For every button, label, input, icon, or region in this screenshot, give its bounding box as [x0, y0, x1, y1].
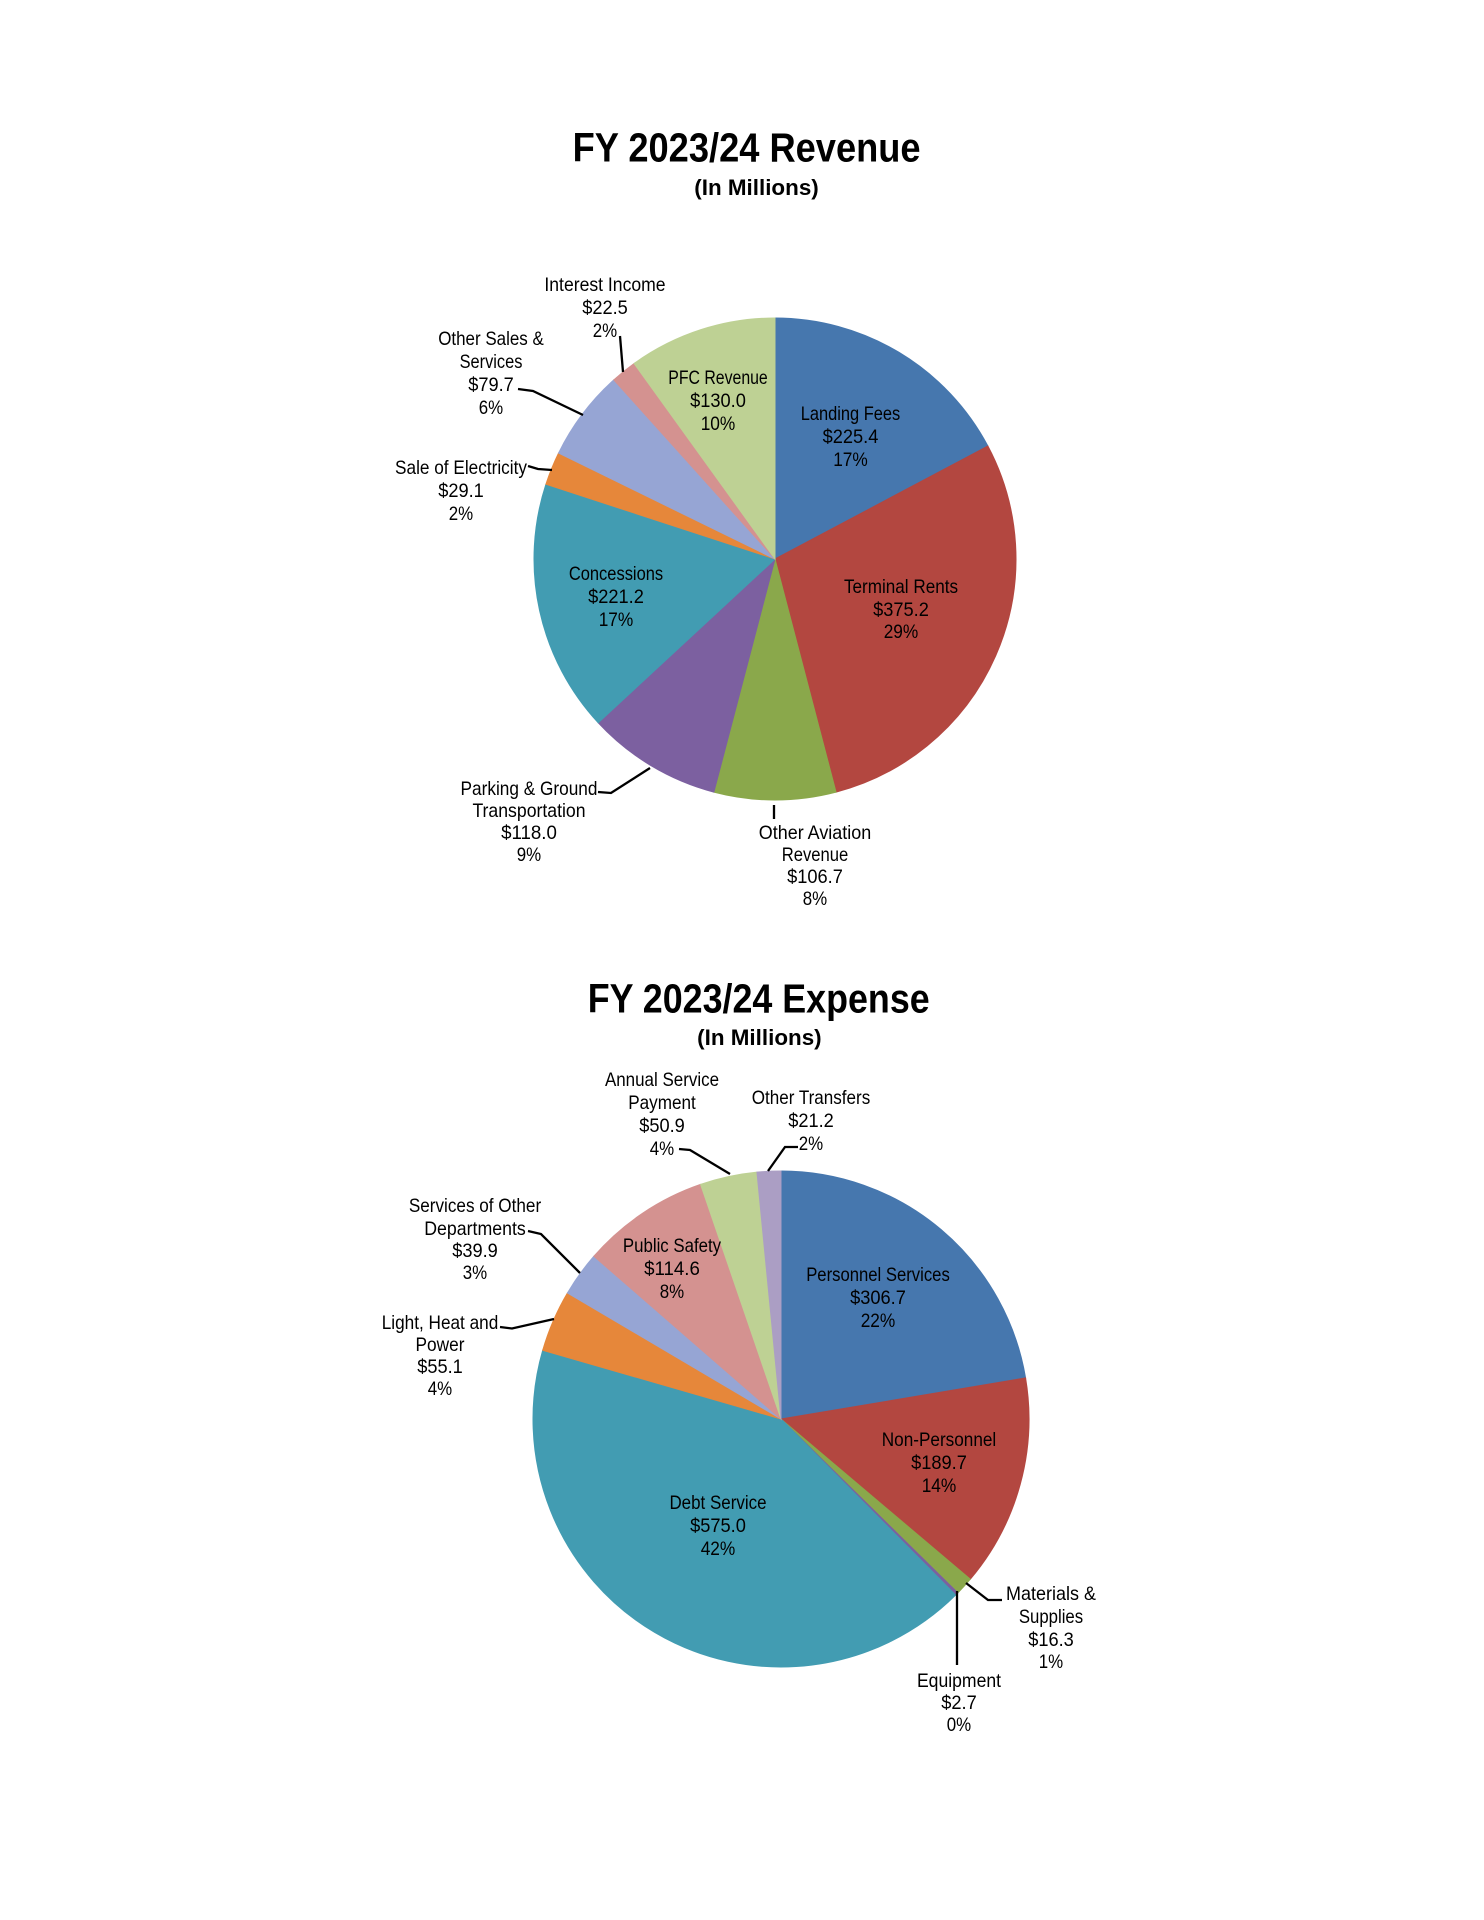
- svg-text:$79.7: $79.7: [468, 374, 514, 396]
- svg-text:FY 2023/24 Revenue: FY 2023/24 Revenue: [573, 125, 921, 171]
- svg-text:2%: 2%: [449, 503, 473, 525]
- svg-text:Other Sales &: Other Sales &: [438, 328, 544, 350]
- svg-text:10%: 10%: [701, 413, 736, 435]
- svg-text:$306.7: $306.7: [850, 1287, 906, 1309]
- svg-text:Transportation: Transportation: [472, 800, 585, 822]
- svg-text:Debt Service: Debt Service: [669, 1492, 766, 1514]
- svg-text:$16.3: $16.3: [1028, 1629, 1074, 1651]
- svg-text:2%: 2%: [799, 1133, 823, 1155]
- svg-text:$575.0: $575.0: [690, 1515, 746, 1537]
- svg-text:17%: 17%: [833, 449, 868, 471]
- svg-text:$106.7: $106.7: [787, 866, 843, 888]
- svg-text:6%: 6%: [479, 397, 503, 419]
- svg-text:$21.2: $21.2: [788, 1110, 834, 1132]
- svg-text:Sale of Electricity: Sale of Electricity: [395, 457, 527, 479]
- svg-text:$375.2: $375.2: [873, 599, 929, 621]
- svg-text:Concessions: Concessions: [569, 563, 664, 585]
- svg-text:9%: 9%: [517, 844, 541, 866]
- svg-text:17%: 17%: [599, 609, 634, 631]
- svg-text:$50.9: $50.9: [639, 1115, 685, 1137]
- svg-text:Non-Personnel: Non-Personnel: [882, 1429, 997, 1451]
- svg-text:Light, Heat and: Light, Heat and: [382, 1312, 499, 1334]
- svg-text:$225.4: $225.4: [823, 426, 879, 448]
- svg-text:$221.2: $221.2: [588, 586, 644, 608]
- svg-text:Terminal Rents: Terminal Rents: [844, 576, 958, 598]
- svg-text:3%: 3%: [463, 1262, 487, 1284]
- svg-text:$39.9: $39.9: [452, 1240, 498, 1262]
- svg-text:Personnel Services: Personnel Services: [806, 1264, 950, 1286]
- svg-text:Services of Other: Services of Other: [409, 1195, 542, 1217]
- svg-text:$29.1: $29.1: [438, 480, 484, 502]
- svg-text:8%: 8%: [660, 1281, 684, 1303]
- svg-text:Other Aviation: Other Aviation: [759, 822, 871, 844]
- svg-text:Power: Power: [416, 1334, 465, 1356]
- svg-text:2%: 2%: [593, 320, 617, 342]
- svg-text:(In Millions): (In Millions): [694, 175, 819, 200]
- svg-text:Other Transfers: Other Transfers: [752, 1087, 871, 1109]
- svg-text:22%: 22%: [861, 1310, 896, 1332]
- svg-text:0%: 0%: [947, 1714, 971, 1736]
- svg-text:1%: 1%: [1039, 1651, 1063, 1673]
- svg-text:Payment: Payment: [628, 1092, 696, 1114]
- svg-text:4%: 4%: [650, 1138, 674, 1160]
- svg-text:Interest Income: Interest Income: [544, 274, 665, 296]
- svg-text:14%: 14%: [922, 1475, 957, 1497]
- svg-text:29%: 29%: [884, 621, 919, 643]
- svg-text:PFC Revenue: PFC Revenue: [668, 367, 768, 389]
- svg-text:42%: 42%: [701, 1538, 736, 1560]
- svg-text:Supplies: Supplies: [1019, 1606, 1084, 1628]
- svg-text:Landing Fees: Landing Fees: [801, 403, 901, 425]
- svg-text:$130.0: $130.0: [690, 390, 746, 412]
- svg-text:$114.6: $114.6: [644, 1258, 700, 1280]
- svg-text:Parking & Ground: Parking & Ground: [461, 778, 598, 800]
- svg-text:FY 2023/24 Expense: FY 2023/24 Expense: [588, 976, 930, 1022]
- svg-text:Equipment: Equipment: [917, 1670, 1002, 1692]
- svg-text:4%: 4%: [428, 1378, 452, 1400]
- svg-text:$55.1: $55.1: [417, 1356, 463, 1378]
- svg-text:$22.5: $22.5: [582, 297, 628, 319]
- svg-text:(In Millions): (In Millions): [697, 1025, 822, 1050]
- svg-text:Materials &: Materials &: [1006, 1583, 1096, 1605]
- svg-text:$118.0: $118.0: [501, 822, 557, 844]
- svg-text:Public Safety: Public Safety: [623, 1235, 721, 1257]
- svg-text:Revenue: Revenue: [782, 844, 849, 866]
- svg-text:$2.7: $2.7: [941, 1692, 977, 1714]
- svg-text:$189.7: $189.7: [911, 1452, 967, 1474]
- svg-text:8%: 8%: [803, 888, 827, 910]
- svg-text:Departments: Departments: [424, 1218, 526, 1240]
- svg-text:Services: Services: [460, 351, 523, 373]
- svg-text:Annual Service: Annual Service: [605, 1069, 719, 1091]
